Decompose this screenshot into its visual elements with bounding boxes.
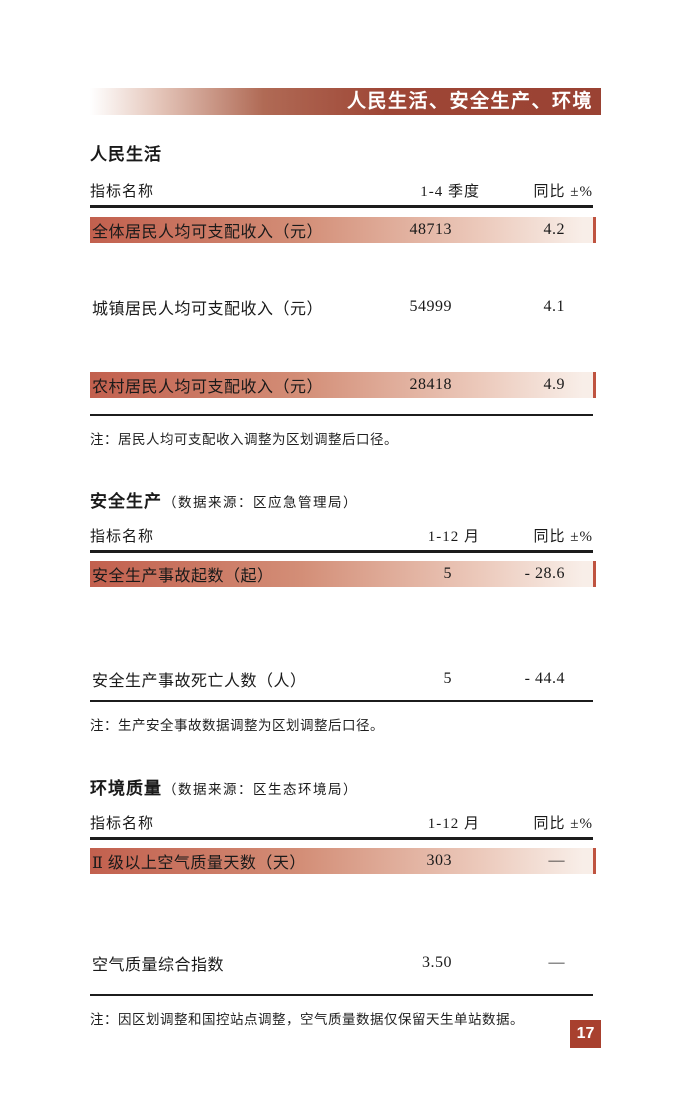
section-header-work-safety: 安全生产 （数据来源：区应急管理局） (90, 491, 593, 512)
row-yoy: - 44.4 (524, 670, 565, 687)
row-yoy: - 28.6 (524, 565, 565, 582)
row-value: 54999 (409, 298, 452, 315)
col-header-period: 1-4 季度 (420, 184, 480, 200)
page-number-badge: 17 (570, 1020, 601, 1048)
table-note: 注：因区划调整和国控站点调整，空气质量数据仅保留天生单站数据。 (90, 1012, 524, 1027)
table-row: 安全生产事故死亡人数（人） 5 - 44.4 (90, 666, 593, 692)
row-value: 5 (443, 565, 452, 582)
row-name: 安全生产事故起数（起） (92, 568, 274, 585)
col-header-yoy: 同比 ±% (533, 816, 593, 832)
row-name: 全体居民人均可支配收入（元） (92, 224, 324, 241)
row-value: 48713 (409, 221, 452, 238)
section-title: 安全生产 (90, 492, 162, 511)
table-environment: 指标名称 1-12 月 同比 ±% Ⅱ 级以上空气质量天数（天） 303 — 空… (90, 812, 596, 1028)
row-yoy: 4.9 (543, 376, 565, 393)
row-yoy: — (548, 852, 565, 869)
page-content: 人民生活 指标名称 1-4 季度 同比 ±% 全体居民人均可支配收入（元） 48… (90, 115, 596, 1028)
row-name: 农村居民人均可支配收入（元） (92, 379, 324, 396)
row-value: 28418 (409, 376, 452, 393)
row-name: 空气质量综合指数 (92, 957, 225, 974)
row-highlight-tick (593, 372, 596, 398)
col-header-yoy: 同比 ±% (533, 529, 593, 545)
section-data-source: （数据来源：区应急管理局） (163, 495, 358, 510)
table-row: 城镇居民人均可支配收入（元） 54999 4.1 (90, 294, 593, 320)
row-value: 5 (443, 670, 452, 687)
table-bottom-rule (90, 994, 593, 996)
table-peoples-life: 指标名称 1-4 季度 同比 ±% 全体居民人均可支配收入（元） 48713 4… (90, 180, 596, 448)
table-bottom-rule (90, 700, 593, 702)
row-yoy: — (548, 954, 565, 971)
table-work-safety: 指标名称 1-12 月 同比 ±% 安全生产事故起数（起） 5 - 28.6 安… (90, 525, 596, 734)
table-row: 安全生产事故起数（起） 5 - 28.6 (90, 561, 596, 587)
table-note: 注：生产安全事故数据调整为区划调整后口径。 (90, 718, 384, 733)
row-yoy: 4.1 (543, 298, 565, 315)
section-data-source: （数据来源：区生态环境局） (163, 782, 358, 797)
table-bottom-rule (90, 414, 593, 416)
table-header-row: 指标名称 1-12 月 同比 ±% (90, 812, 593, 840)
row-name: 城镇居民人均可支配收入（元） (92, 301, 324, 318)
row-name: Ⅱ 级以上空气质量天数（天） (92, 855, 306, 872)
table-row: 农村居民人均可支配收入（元） 28418 4.9 (90, 372, 596, 398)
table-row: 全体居民人均可支配收入（元） 48713 4.2 (90, 217, 596, 243)
table-note: 注：居民人均可支配收入调整为区划调整后口径。 (90, 432, 398, 447)
row-yoy: 4.2 (543, 221, 565, 238)
table-header-row: 指标名称 1-4 季度 同比 ±% (90, 180, 593, 208)
row-highlight-tick (593, 217, 596, 243)
table-header-row: 指标名称 1-12 月 同比 ±% (90, 525, 593, 553)
col-header-period: 1-12 月 (427, 816, 480, 832)
banner-title: 人民生活、安全生产、环境 (346, 91, 593, 112)
row-value: 3.50 (422, 954, 452, 971)
table-row: Ⅱ 级以上空气质量天数（天） 303 — (90, 848, 596, 874)
row-highlight-tick (593, 848, 596, 874)
col-header-yoy: 同比 ±% (533, 184, 593, 200)
section-header-environment: 环境质量 （数据来源：区生态环境局） (90, 778, 593, 799)
table-row: 空气质量综合指数 3.50 — (90, 950, 593, 976)
section-title: 环境质量 (90, 779, 162, 798)
row-name: 安全生产事故死亡人数（人） (92, 673, 307, 690)
col-header-indicator: 指标名称 (90, 816, 155, 832)
row-value: 303 (426, 852, 452, 869)
col-header-indicator: 指标名称 (90, 529, 155, 545)
section-title: 人民生活 (90, 145, 162, 164)
row-highlight-tick (593, 561, 596, 587)
col-header-indicator: 指标名称 (90, 184, 155, 200)
section-header-peoples-life: 人民生活 (90, 145, 593, 165)
section-banner: 人民生活、安全生产、环境 (90, 88, 601, 115)
col-header-period: 1-12 月 (427, 529, 480, 545)
page-number: 17 (576, 1025, 595, 1042)
